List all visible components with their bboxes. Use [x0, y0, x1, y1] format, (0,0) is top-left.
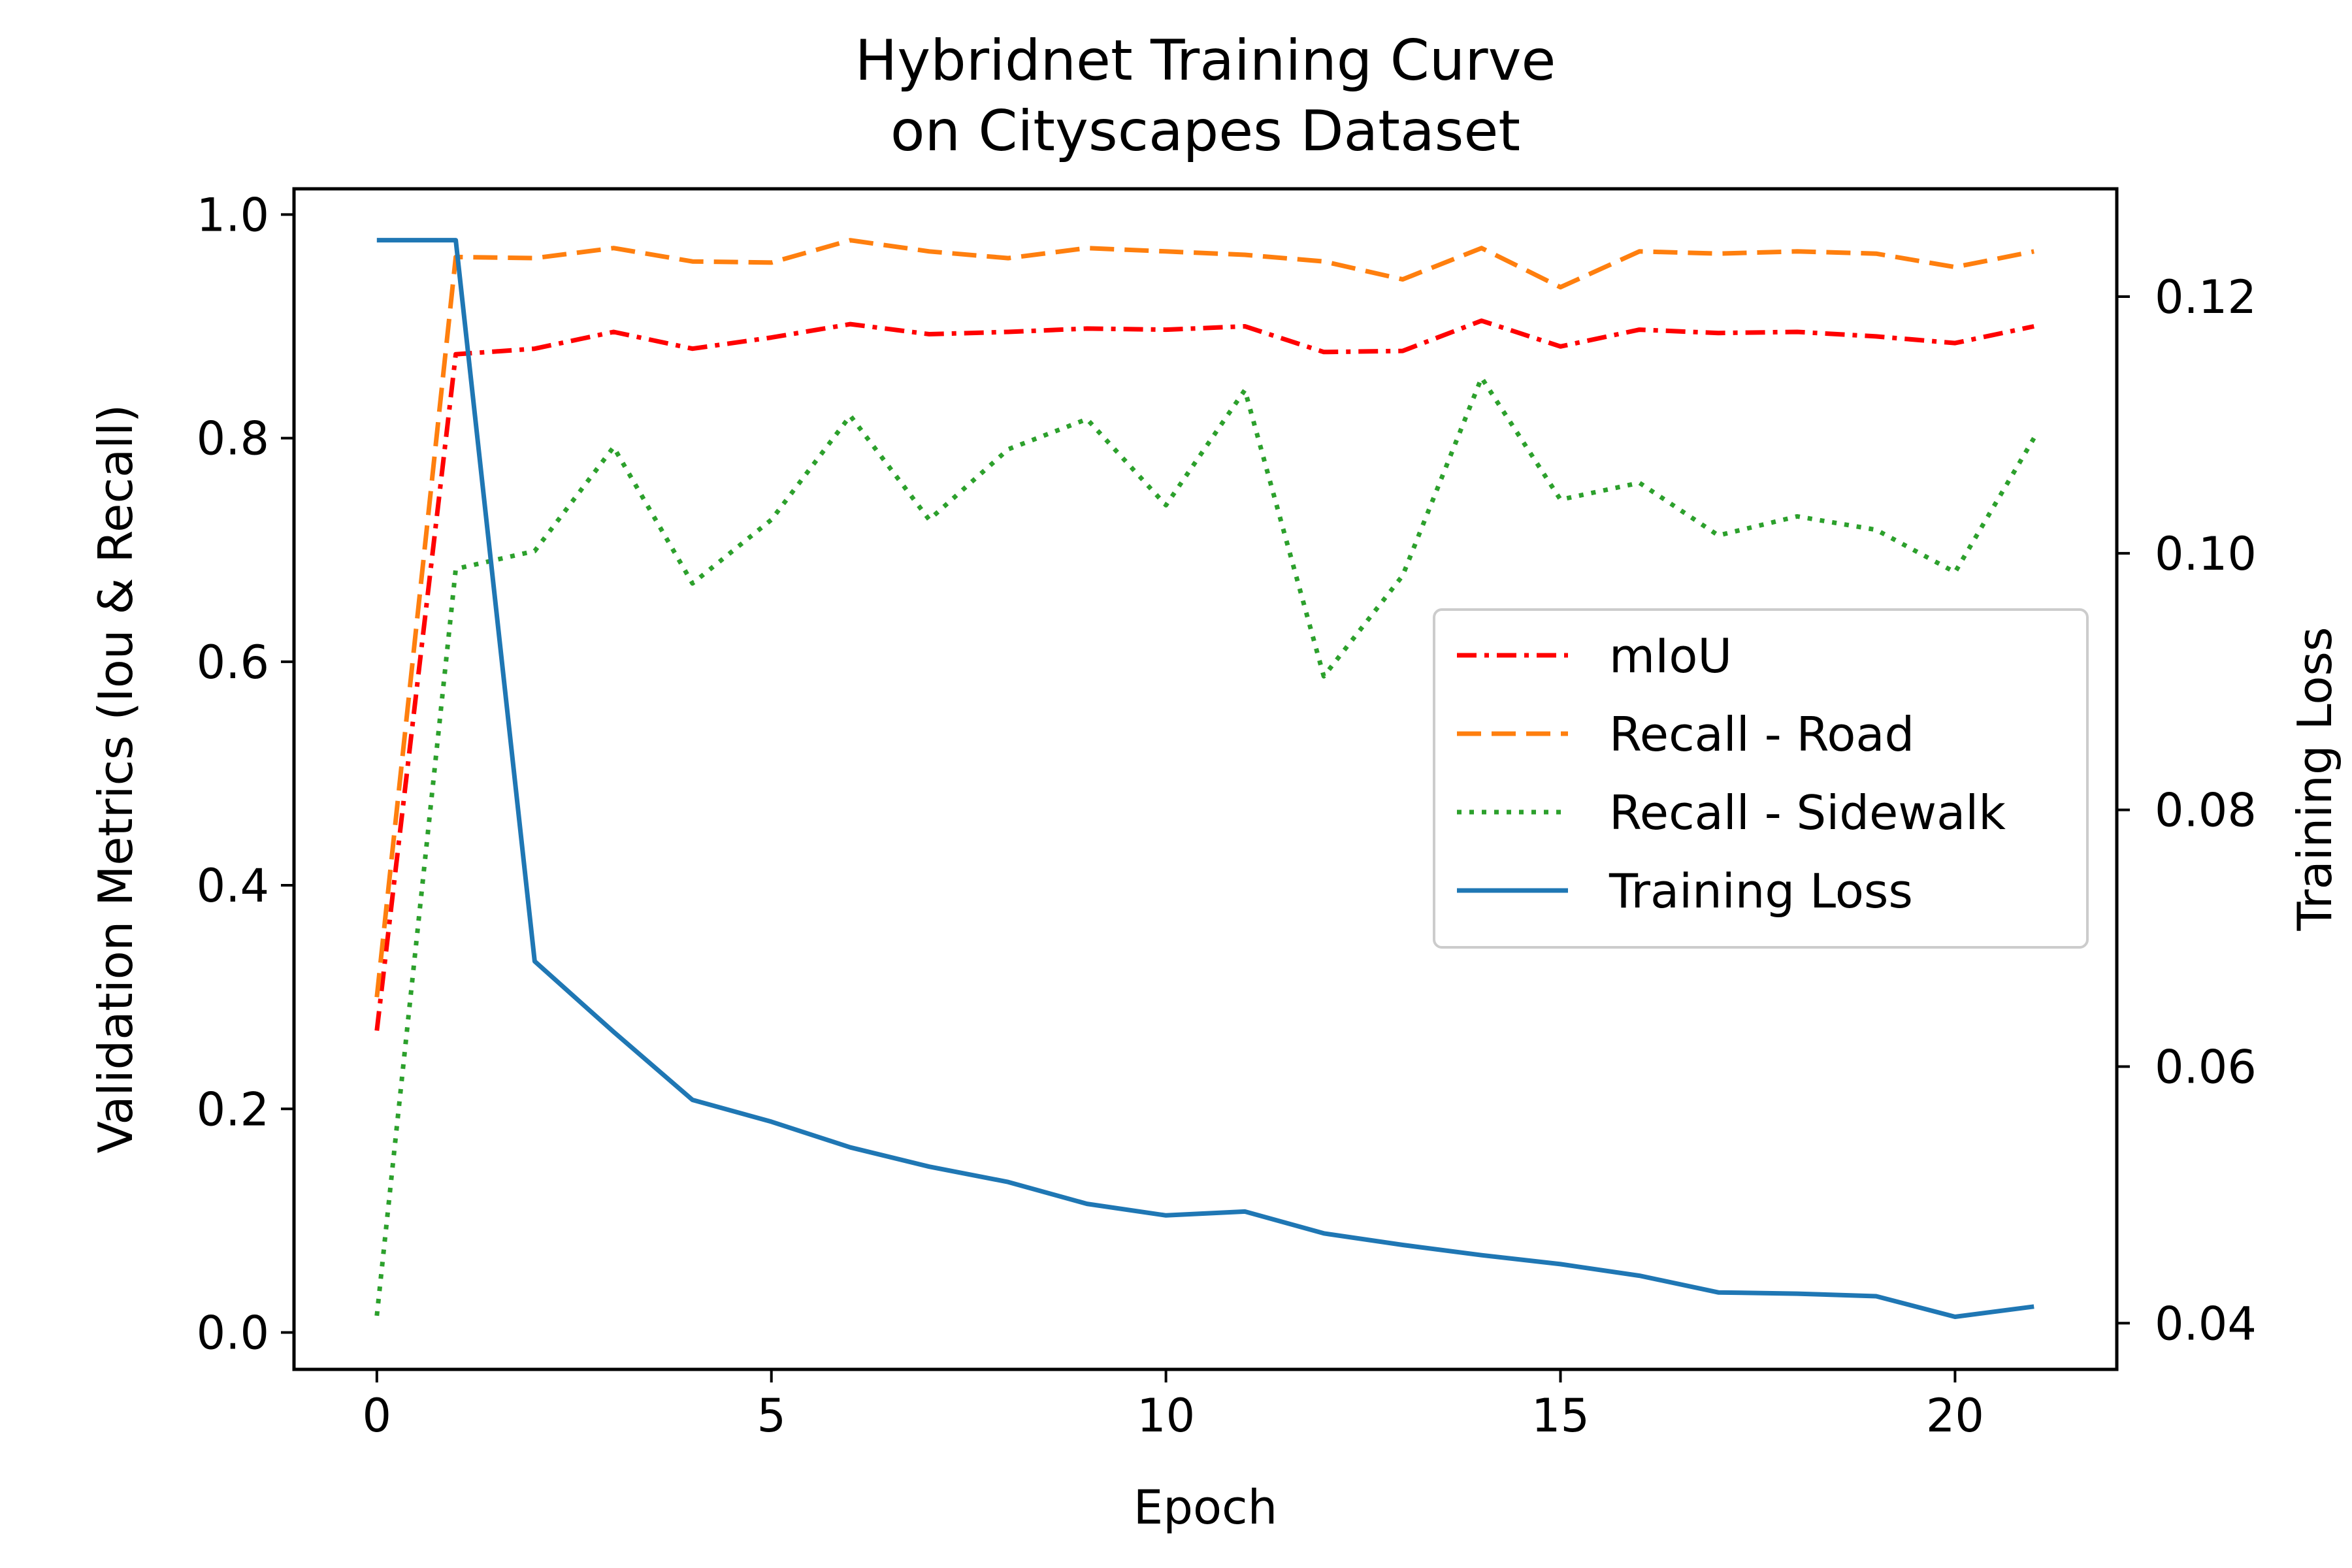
- y-right-tick-label: 0.04: [2155, 1297, 2257, 1350]
- x-tick-label: 0: [363, 1389, 392, 1443]
- y-left-tick-label: 0.2: [197, 1083, 269, 1136]
- legend-label-2: Recall - Sidewalk: [1609, 785, 2006, 840]
- series-line-1: [374, 238, 2034, 998]
- chart-title-line-1: Hybridnet Training Curve: [855, 28, 1556, 93]
- y-ticks-left: 0.0 0.2 0.4 0.6 0.8 1.0: [197, 188, 294, 1360]
- y-left-tick-label: 0.6: [197, 636, 269, 689]
- legend-frame: [1433, 608, 2089, 949]
- y-left-tick-label: 0.8: [197, 412, 269, 466]
- y-ticks-right: 0.04 0.06 0.08 0.10 0.12: [2117, 270, 2257, 1350]
- y-right-tick-label: 0.06: [2155, 1040, 2257, 1094]
- legend-entries: mIoU Recall - Road Recall - Sidewalk Traini…: [1457, 629, 2006, 919]
- x-axis-label: Epoch: [1134, 1480, 1277, 1535]
- x-tick-label: 15: [1531, 1389, 1590, 1443]
- legend-label-1: Recall - Road: [1609, 707, 1914, 762]
- series-line-0: [374, 318, 2034, 1031]
- y-left-tick-label: 1.0: [197, 188, 269, 242]
- x-ticks: 0 5 10 15 20: [363, 1369, 1984, 1443]
- chart-title-line-2: on Cityscapes Dataset: [890, 99, 1520, 164]
- y-right-tick-label: 0.10: [2155, 527, 2257, 581]
- legend-label-0: mIoU: [1609, 629, 1732, 683]
- y-right-tick-label: 0.08: [2155, 784, 2257, 838]
- legend-label-3: Training Loss: [1609, 864, 1913, 919]
- x-tick-label: 5: [757, 1389, 786, 1443]
- y-left-tick-label: 0.4: [197, 859, 269, 913]
- y-axis-label-right: Training Loss: [2287, 627, 2342, 932]
- y-left-tick-label: 0.0: [197, 1307, 269, 1360]
- legend: mIoU Recall - Road Recall - Sidewalk Traini…: [1433, 608, 2089, 949]
- x-tick-label: 10: [1137, 1389, 1195, 1443]
- plot-frame: [292, 187, 2119, 1371]
- x-tick-label: 20: [1926, 1389, 1984, 1443]
- y-right-tick-label: 0.12: [2155, 270, 2257, 324]
- y-axis-label-left: Validation Metrics (Iou & Recall): [88, 404, 143, 1153]
- series-line-3: [376, 238, 2034, 1319]
- series-layer: [374, 238, 2036, 1319]
